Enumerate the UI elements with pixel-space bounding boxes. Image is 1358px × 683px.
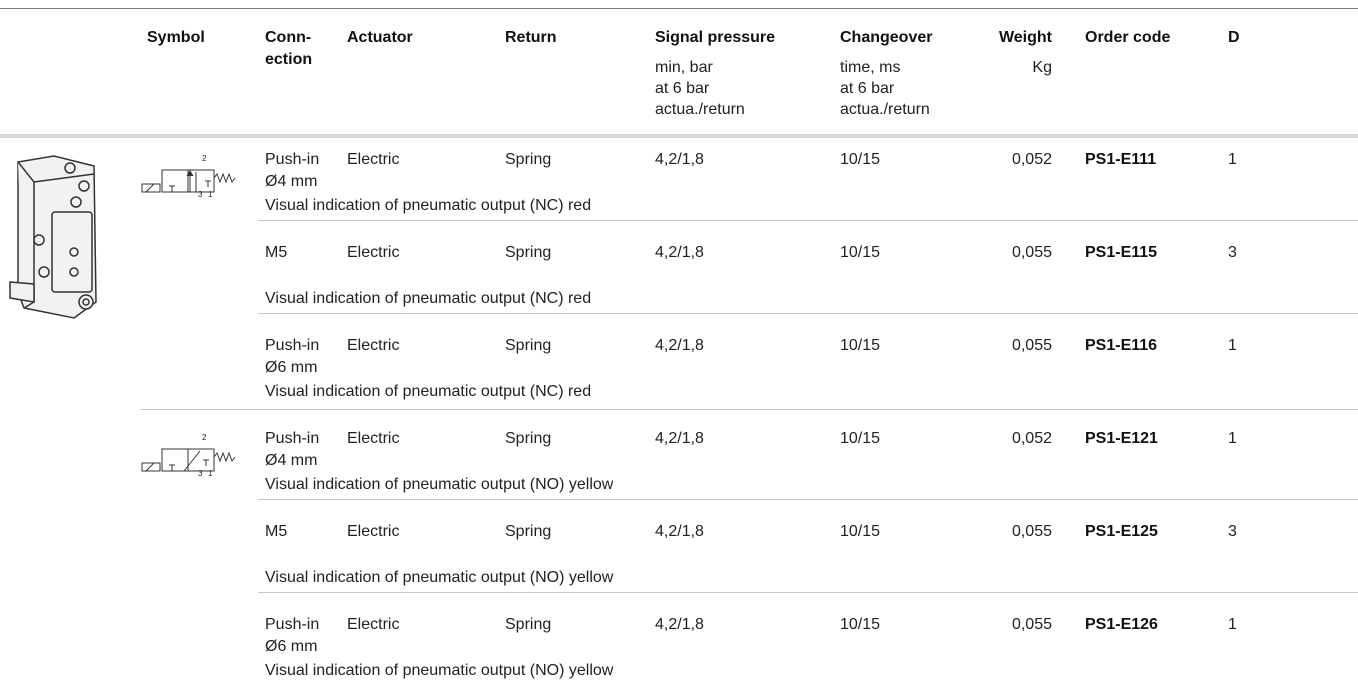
connection: Ø4 mm [265, 451, 317, 471]
signal-pressure: 4,2/1,8 [655, 615, 704, 635]
signal-pressure: 4,2/1,8 [655, 522, 704, 542]
connection: Push-in [265, 429, 319, 449]
connection: Ø6 mm [265, 637, 317, 657]
changeover: 10/15 [840, 336, 880, 356]
actuator: Electric [347, 615, 399, 635]
weight: 0,055 [1012, 243, 1052, 263]
column-header: ection [265, 50, 312, 70]
valve-symbol [140, 435, 240, 481]
note: Visual indication of pneumatic output (N… [265, 382, 591, 402]
signal-pressure: 4,2/1,8 [655, 429, 704, 449]
order-code: PS1-E116 [1085, 336, 1157, 356]
note: Visual indication of pneumatic output (N… [265, 568, 613, 588]
port-label: 1 [208, 190, 212, 200]
column-subheader: Kg [1032, 58, 1052, 78]
column-header: Actuator [347, 28, 413, 48]
actuator: Electric [347, 429, 399, 449]
weight: 0,055 [1012, 615, 1052, 635]
column-header: Order code [1085, 28, 1170, 48]
connection: Push-in [265, 336, 319, 356]
valve-symbol [140, 156, 240, 202]
connection: Push-in [265, 150, 319, 170]
port-label: 3 [198, 469, 202, 479]
return: Spring [505, 150, 551, 170]
row-separator [258, 592, 1358, 593]
column-subheader: time, ms [840, 58, 900, 78]
row-separator [258, 220, 1358, 221]
note: Visual indication of pneumatic output (N… [265, 661, 613, 681]
page: Symbol Conn-ection Actuator Return Signal pr… [0, 0, 1358, 683]
column-header: Changeover [840, 28, 932, 48]
return: Spring [505, 243, 551, 263]
changeover: 10/15 [840, 150, 880, 170]
weight: 0,052 [1012, 429, 1052, 449]
column-subheader: at 6 bar [840, 79, 894, 99]
changeover: 10/15 [840, 429, 880, 449]
return: Spring [505, 522, 551, 542]
note: Visual indication of pneumatic output (N… [265, 475, 613, 495]
return: Spring [505, 429, 551, 449]
header-rule [0, 134, 1358, 138]
changeover: 10/15 [840, 615, 880, 635]
column-header: Symbol [147, 28, 205, 48]
column-subheader: at 6 bar [655, 79, 709, 99]
d: 1 [1228, 150, 1237, 170]
connection: Ø4 mm [265, 172, 317, 192]
port-label: 2 [202, 433, 206, 443]
column-header: Return [505, 28, 557, 48]
column-subheader: actua./return [655, 100, 745, 120]
d: 3 [1228, 522, 1237, 542]
return: Spring [505, 615, 551, 635]
connection: M5 [265, 522, 287, 542]
signal-pressure: 4,2/1,8 [655, 150, 704, 170]
weight: 0,055 [1012, 522, 1052, 542]
d: 3 [1228, 243, 1237, 263]
port-label: 1 [208, 469, 212, 479]
column-subheader: min, bar [655, 58, 713, 78]
d: 1 [1228, 336, 1237, 356]
top-rule [0, 8, 1358, 9]
port-label: 2 [202, 154, 206, 164]
d: 1 [1228, 615, 1237, 635]
connection: M5 [265, 243, 287, 263]
signal-pressure: 4,2/1,8 [655, 243, 704, 263]
note: Visual indication of pneumatic output (N… [265, 289, 591, 309]
column-header: Conn- [265, 28, 311, 48]
column-header: Signal pressure [655, 28, 775, 48]
weight: 0,052 [1012, 150, 1052, 170]
changeover: 10/15 [840, 243, 880, 263]
row-separator [258, 313, 1358, 314]
d: 1 [1228, 429, 1237, 449]
order-code: PS1-E121 [1085, 429, 1158, 449]
actuator: Electric [347, 243, 399, 263]
column-header: D [1228, 28, 1240, 48]
actuator: Electric [347, 150, 399, 170]
device-picture [4, 152, 108, 324]
order-code: PS1-E115 [1085, 243, 1157, 263]
group-separator [140, 409, 1358, 410]
note: Visual indication of pneumatic output (N… [265, 196, 591, 216]
connection: Push-in [265, 615, 319, 635]
signal-pressure: 4,2/1,8 [655, 336, 704, 356]
order-code: PS1-E111 [1085, 150, 1156, 170]
return: Spring [505, 336, 551, 356]
order-code: PS1-E125 [1085, 522, 1158, 542]
actuator: Electric [347, 336, 399, 356]
port-label: 3 [198, 190, 202, 200]
changeover: 10/15 [840, 522, 880, 542]
order-code: PS1-E126 [1085, 615, 1158, 635]
column-subheader: actua./return [840, 100, 930, 120]
weight: 0,055 [1012, 336, 1052, 356]
column-header: Weight [999, 28, 1052, 48]
connection: Ø6 mm [265, 358, 317, 378]
row-separator [258, 499, 1358, 500]
actuator: Electric [347, 522, 399, 542]
